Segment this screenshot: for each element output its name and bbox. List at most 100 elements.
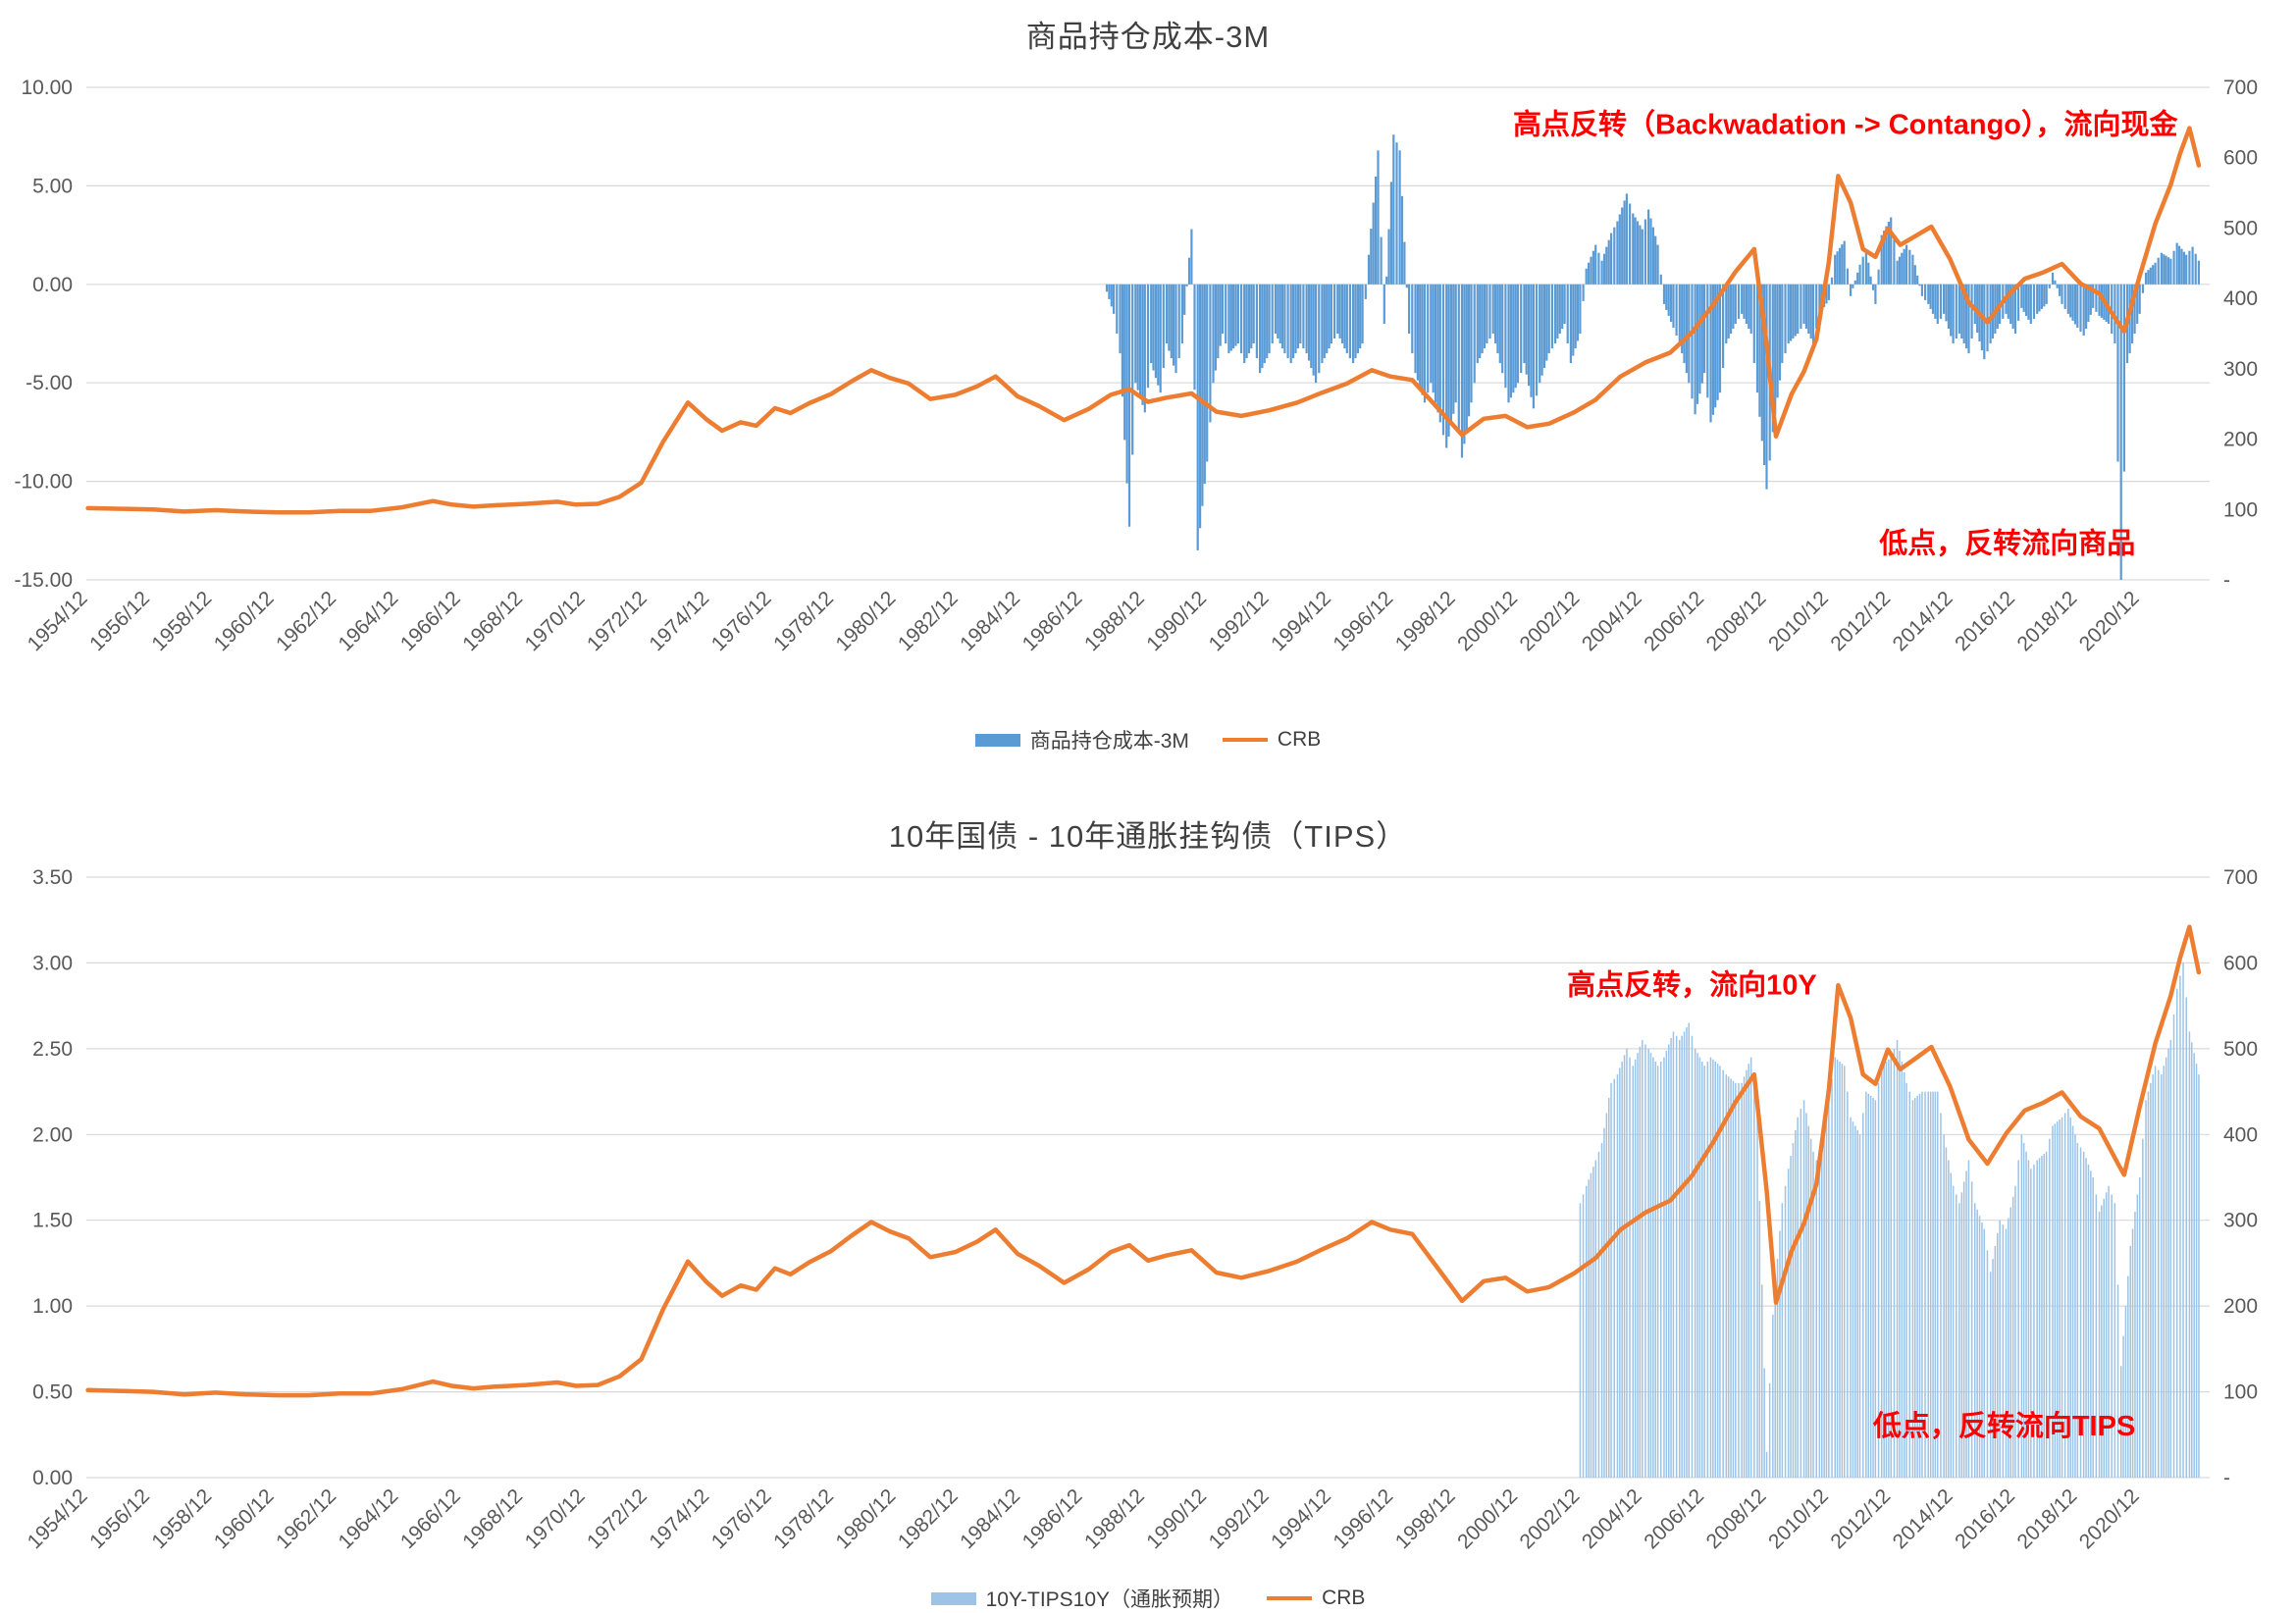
svg-text:-5.00: -5.00 — [26, 372, 73, 394]
svg-text:-10.00: -10.00 — [14, 471, 73, 494]
svg-text:2008/12: 2008/12 — [1702, 1484, 1771, 1553]
svg-text:1996/12: 1996/12 — [1329, 1484, 1397, 1553]
svg-text:1982/12: 1982/12 — [894, 1484, 963, 1553]
annotation: 低点，反转流向TIPS — [1872, 1410, 2135, 1442]
svg-text:2016/12: 2016/12 — [1951, 1484, 2019, 1553]
chart-title: 商品持仓成本-3M — [1025, 20, 1271, 54]
svg-text:700: 700 — [2223, 77, 2258, 99]
svg-text:2012/12: 2012/12 — [1826, 587, 1895, 655]
crb-line — [85, 924, 2202, 1398]
svg-text:1974/12: 1974/12 — [645, 587, 713, 655]
legend-label: 商品持仓成本-3M — [1029, 730, 1189, 753]
legend-item-bar-series: 10Y-TIPS10Y（通胀预期） — [930, 1584, 1234, 1613]
svg-text:1982/12: 1982/12 — [894, 587, 963, 655]
svg-text:1980/12: 1980/12 — [831, 587, 900, 655]
svg-text:2006/12: 2006/12 — [1640, 587, 1708, 655]
svg-text:1978/12: 1978/12 — [769, 1484, 838, 1553]
svg-text:1966/12: 1966/12 — [396, 1484, 465, 1553]
svg-text:2020/12: 2020/12 — [2075, 1484, 2144, 1553]
svg-text:1968/12: 1968/12 — [458, 1484, 527, 1553]
svg-text:1.00: 1.00 — [32, 1295, 73, 1318]
svg-text:2020/12: 2020/12 — [2075, 587, 2144, 655]
svg-text:2.50: 2.50 — [32, 1038, 73, 1061]
bar-series-swatch-icon — [930, 1591, 976, 1605]
svg-text:2000/12: 2000/12 — [1453, 1484, 1522, 1553]
svg-text:1990/12: 1990/12 — [1142, 1484, 1211, 1553]
crb-line — [85, 126, 2202, 515]
left-axis-labels: 10.00 5.00 0.00 -5.00 -10.00 -15.00 — [14, 77, 73, 592]
x-axis-labels: 1954/121956/121958/121960/121962/121964/… — [24, 1484, 2144, 1553]
legend-label: 10Y-TIPS10Y（通胀预期） — [985, 1588, 1234, 1611]
svg-text:2004/12: 2004/12 — [1578, 587, 1646, 655]
svg-text:1970/12: 1970/12 — [521, 1484, 590, 1553]
svg-text:2004/12: 2004/12 — [1578, 1484, 1646, 1553]
right-axis-labels: 700 600 500 400 300 200 100 - — [2223, 866, 2258, 1489]
svg-text:1960/12: 1960/12 — [210, 587, 279, 655]
svg-text:1956/12: 1956/12 — [85, 587, 154, 655]
svg-text:100: 100 — [2223, 498, 2258, 521]
svg-text:1984/12: 1984/12 — [956, 1484, 1024, 1553]
svg-text:300: 300 — [2223, 1210, 2258, 1232]
chart-plot-area: 3.50 3.00 2.50 2.00 1.50 1.00 0.50 0.00 700 600 50… — [24, 866, 2258, 1553]
svg-text:2018/12: 2018/12 — [2012, 1484, 2081, 1553]
svg-text:2014/12: 2014/12 — [1889, 1484, 1957, 1553]
svg-text:-: - — [2223, 1467, 2230, 1489]
legend-item-line-series: CRB — [1222, 728, 1322, 752]
svg-text:2010/12: 2010/12 — [1764, 1484, 1833, 1553]
svg-text:1986/12: 1986/12 — [1018, 587, 1087, 655]
svg-text:2002/12: 2002/12 — [1515, 1484, 1584, 1553]
svg-text:1994/12: 1994/12 — [1267, 1484, 1335, 1553]
svg-text:400: 400 — [2223, 287, 2258, 310]
annotation: 低点，反转流向商品 — [1878, 527, 2135, 559]
bar-series-swatch-icon — [974, 733, 1020, 747]
svg-text:-: - — [2223, 569, 2230, 592]
svg-text:1998/12: 1998/12 — [1391, 1484, 1460, 1553]
legend-label: CRB — [1277, 728, 1322, 751]
line-series-swatch-icon — [1267, 1596, 1313, 1600]
legend-label: CRB — [1322, 1587, 1366, 1609]
svg-text:0.00: 0.00 — [32, 274, 73, 296]
chart-legend: 商品持仓成本-3M CRB — [0, 725, 2296, 754]
svg-text:2018/12: 2018/12 — [2012, 587, 2081, 655]
svg-text:200: 200 — [2223, 1295, 2258, 1318]
svg-text:1962/12: 1962/12 — [272, 1484, 340, 1553]
svg-text:400: 400 — [2223, 1123, 2258, 1146]
svg-text:1972/12: 1972/12 — [583, 1484, 652, 1553]
chart-plot-area: 10.00 5.00 0.00 -5.00 -10.00 -15.00 700 600 500 4… — [14, 77, 2258, 655]
svg-text:1988/12: 1988/12 — [1080, 587, 1149, 655]
svg-text:1958/12: 1958/12 — [147, 587, 216, 655]
annotation: 高点反转（Backwadation -> Contango），流向现金 — [1513, 108, 2179, 141]
svg-text:1954/12: 1954/12 — [24, 587, 92, 655]
bar-series — [1579, 963, 2200, 1478]
svg-text:1990/12: 1990/12 — [1142, 587, 1211, 655]
svg-text:1954/12: 1954/12 — [24, 1484, 92, 1553]
svg-text:1998/12: 1998/12 — [1391, 587, 1460, 655]
svg-text:3.00: 3.00 — [32, 952, 73, 974]
svg-text:1976/12: 1976/12 — [707, 1484, 776, 1553]
svg-text:1978/12: 1978/12 — [769, 587, 838, 655]
svg-text:2012/12: 2012/12 — [1826, 1484, 1895, 1553]
svg-text:500: 500 — [2223, 1038, 2258, 1061]
legend-item-line-series: CRB — [1267, 1587, 1365, 1610]
svg-text:700: 700 — [2223, 866, 2258, 889]
svg-text:2008/12: 2008/12 — [1702, 587, 1771, 655]
svg-text:1992/12: 1992/12 — [1205, 587, 1274, 655]
svg-text:1.50: 1.50 — [32, 1210, 73, 1232]
svg-text:1984/12: 1984/12 — [956, 587, 1024, 655]
svg-text:600: 600 — [2223, 952, 2258, 974]
svg-text:1960/12: 1960/12 — [210, 1484, 279, 1553]
svg-text:2016/12: 2016/12 — [1951, 587, 2019, 655]
annotation: 高点反转，流向10Y — [1567, 968, 1817, 1001]
x-axis-labels: 1954/121956/121958/121960/121962/121964/… — [24, 587, 2144, 655]
svg-text:2010/12: 2010/12 — [1764, 587, 1833, 655]
svg-text:3.50: 3.50 — [32, 866, 73, 889]
svg-text:1972/12: 1972/12 — [583, 587, 652, 655]
svg-text:1964/12: 1964/12 — [334, 587, 402, 655]
chart-title: 10年国债 - 10年通胀挂钩债（TIPS） — [888, 819, 1408, 854]
chart-block-tips-breakeven: 10年国债 - 10年通胀挂钩债（TIPS） 3.50 3.00 2.50 2.00 1… — [0, 800, 2296, 1611]
svg-text:2002/12: 2002/12 — [1515, 587, 1584, 655]
left-axis-labels: 3.50 3.00 2.50 2.00 1.50 1.00 0.50 0.00 — [32, 866, 73, 1489]
svg-text:100: 100 — [2223, 1381, 2258, 1404]
svg-text:1956/12: 1956/12 — [85, 1484, 154, 1553]
svg-text:2000/12: 2000/12 — [1453, 587, 1522, 655]
